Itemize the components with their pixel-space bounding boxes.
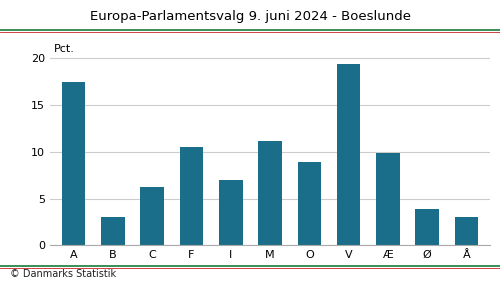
Text: Europa-Parlamentsvalg 9. juni 2024 - Boeslunde: Europa-Parlamentsvalg 9. juni 2024 - Boe… bbox=[90, 10, 410, 23]
Bar bbox=[140, 187, 164, 245]
Text: Pct.: Pct. bbox=[54, 44, 75, 54]
Bar bbox=[219, 180, 242, 245]
Bar bbox=[180, 147, 203, 245]
Bar bbox=[337, 64, 360, 245]
Bar bbox=[101, 217, 124, 245]
Text: © Danmarks Statistik: © Danmarks Statistik bbox=[10, 269, 116, 279]
Bar bbox=[376, 153, 400, 245]
Bar bbox=[258, 140, 282, 245]
Bar bbox=[454, 217, 478, 245]
Bar bbox=[62, 81, 86, 245]
Bar bbox=[298, 162, 321, 245]
Bar bbox=[416, 209, 439, 245]
